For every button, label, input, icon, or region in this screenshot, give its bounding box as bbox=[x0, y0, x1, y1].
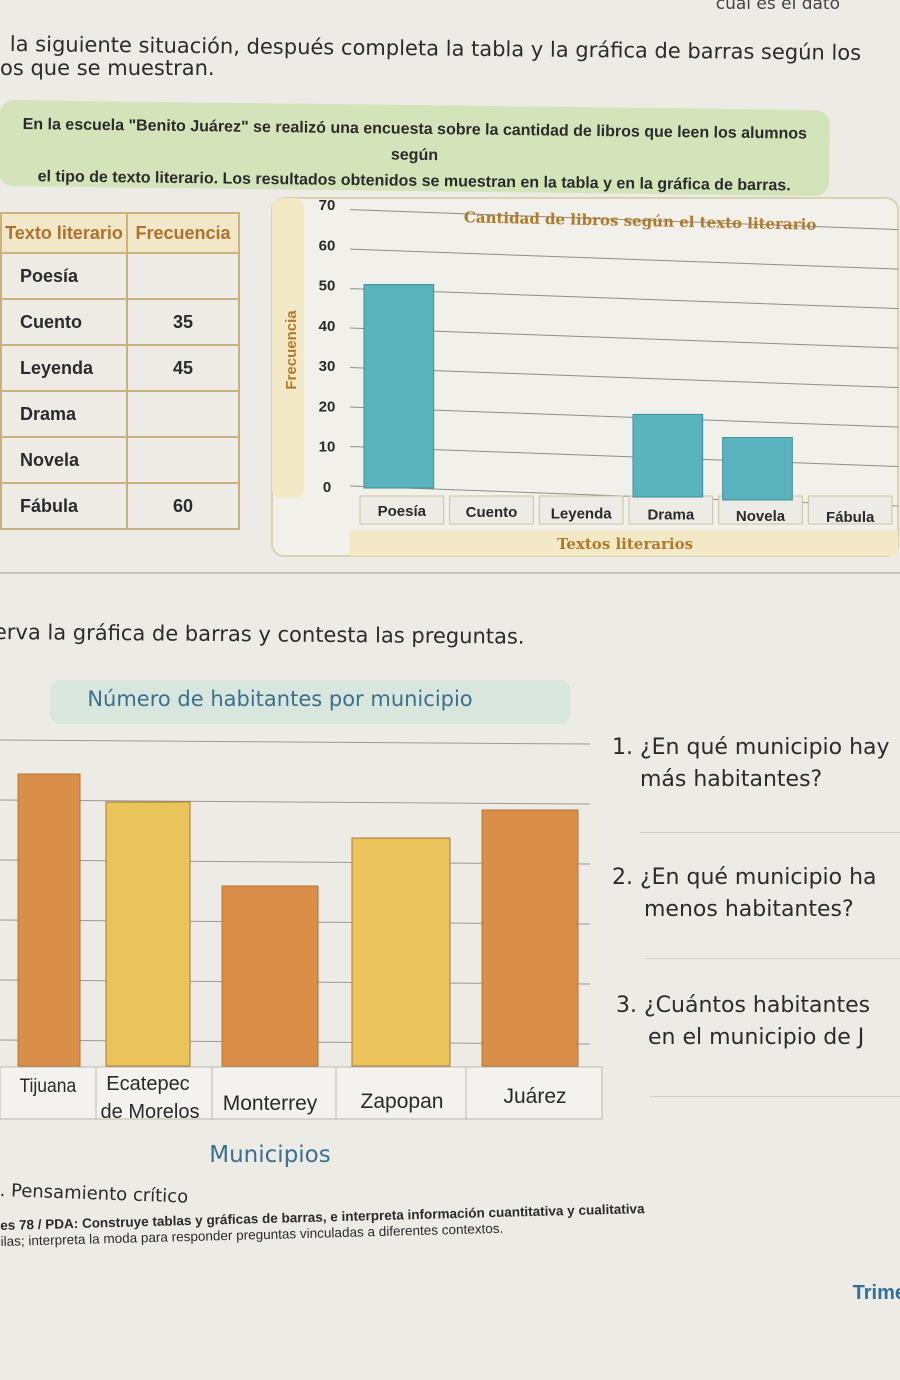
chart1-ytick-label: 0 bbox=[323, 479, 331, 496]
chart1-ytick-label: 10 bbox=[319, 439, 336, 456]
question-1-line-1: 1. ¿En qué municipio hay bbox=[612, 735, 890, 760]
chart2-title: Número de habitantes por municipio bbox=[87, 687, 472, 711]
chart1-ytick-label: 30 bbox=[319, 358, 336, 375]
chart2-category-label: Zapopan bbox=[361, 1090, 444, 1113]
table-cell-value[interactable] bbox=[126, 436, 240, 484]
table-row: Fábula 60 bbox=[0, 482, 240, 530]
chart1-ylabel-band bbox=[272, 198, 304, 498]
frequency-table: Texto literario Frecuencia Poesía Cuento… bbox=[0, 212, 240, 530]
table-cell-value[interactable]: 45 bbox=[126, 344, 240, 392]
table-cell-label: Poesía bbox=[0, 252, 128, 300]
answer-line-2[interactable] bbox=[645, 958, 900, 959]
chart2-category-cell bbox=[211, 1066, 337, 1120]
chart2-category-label-part: Ecatepec bbox=[106, 1073, 189, 1095]
pensamiento-critico: . Pensamiento crítico bbox=[0, 1180, 189, 1208]
chart2-bar bbox=[221, 885, 319, 1067]
situation-line-1: En la escuela "Benito Juárez" se realizó… bbox=[22, 116, 808, 165]
question-3-line-2: en el municipio de J bbox=[648, 1025, 865, 1050]
question-1-line-2: más habitantes? bbox=[640, 767, 823, 792]
chart1-ytick-label: 60 bbox=[319, 237, 336, 254]
chart2-category-cell bbox=[465, 1066, 603, 1120]
table-cell-label: Leyenda bbox=[0, 344, 128, 392]
table-cell-value[interactable]: 60 bbox=[126, 482, 240, 530]
chart1-gridline bbox=[349, 288, 899, 310]
chart1-gridline bbox=[349, 446, 899, 468]
chart1-xlabel-band bbox=[350, 530, 898, 556]
chart2-category-cell bbox=[335, 1066, 467, 1120]
table-cell-label: Cuento bbox=[0, 298, 128, 346]
chart1-category-label: Leyenda bbox=[551, 505, 613, 522]
chart1-category-cell bbox=[359, 495, 445, 525]
chart2-bar bbox=[17, 773, 81, 1067]
table-cell-label: Novela bbox=[0, 436, 128, 484]
chart1-y-axis-label: Frecuencia bbox=[283, 310, 300, 390]
question-2-line-1: 2. ¿En qué municipio ha bbox=[612, 865, 877, 890]
chart1-gridline bbox=[349, 327, 899, 349]
population-bar-chart: Número de habitantes por municipio Tijuan… bbox=[0, 687, 603, 1168]
table-row: Cuento 35 bbox=[0, 298, 240, 346]
table-cell-label: Drama bbox=[0, 390, 128, 438]
answer-line-1[interactable] bbox=[640, 832, 900, 833]
trimestre-label: Trime bbox=[852, 1282, 900, 1304]
chart1-category-label: Cuento bbox=[466, 504, 518, 521]
table-cell-value[interactable] bbox=[126, 390, 240, 438]
section-divider bbox=[0, 572, 900, 574]
chart1-category-cell bbox=[538, 495, 624, 525]
chart1-category-cell bbox=[718, 495, 803, 525]
chart1-gridline bbox=[349, 367, 899, 389]
table-row: Drama bbox=[0, 390, 240, 438]
chart1-ytick-label: 70 bbox=[319, 197, 336, 214]
question-3: 3. ¿Cuántos habitantes en el municipio d… bbox=[616, 990, 870, 1054]
table-cell-label: Fábula bbox=[0, 482, 128, 530]
instruction-line-2: os que se muestran. bbox=[0, 56, 215, 80]
chart1-gridline bbox=[349, 406, 899, 428]
question-2-line-2: menos habitantes? bbox=[644, 897, 854, 922]
chart1-gridline bbox=[349, 248, 899, 270]
chart2-bar bbox=[105, 801, 191, 1067]
chart2-x-axis-label: Municipios bbox=[209, 1142, 330, 1168]
chart1-category-label: Drama bbox=[647, 507, 694, 524]
chart1-category-cell bbox=[628, 495, 714, 525]
table-cell-value[interactable]: 35 bbox=[126, 298, 240, 346]
chart2-category-label: Monterrey bbox=[223, 1092, 318, 1115]
question-2: 2. ¿En qué municipio ha menos habitantes… bbox=[612, 862, 877, 926]
chart2-category-label: Juárez bbox=[503, 1085, 566, 1108]
chart1-category-label: Poesía bbox=[378, 503, 427, 520]
question-3-line-1: 3. ¿Cuántos habitantes bbox=[616, 993, 871, 1018]
chart1-ytick-label: 40 bbox=[319, 318, 336, 335]
table-cell-value[interactable] bbox=[126, 252, 240, 300]
answer-line-3[interactable] bbox=[650, 1096, 900, 1097]
chart1-bar bbox=[363, 284, 435, 489]
table-row: Poesía bbox=[0, 252, 240, 300]
chart2-title-bg bbox=[50, 680, 570, 724]
chart2-gridline bbox=[0, 799, 591, 805]
table-header-texto: Texto literario bbox=[0, 212, 128, 254]
chart1-category-label: Fábula bbox=[826, 509, 875, 526]
chart1-category-label: Novela bbox=[736, 508, 786, 525]
chart1-gridline bbox=[349, 485, 899, 507]
chart2-category-label: Tijuana bbox=[20, 1074, 77, 1096]
chart1-category-cell bbox=[807, 495, 893, 525]
instruction-2: erva la gráfica de barras y contesta las… bbox=[0, 620, 525, 649]
chart2-bar bbox=[351, 837, 451, 1067]
chart2-gridline bbox=[0, 739, 591, 745]
chart1-ytick-label: 20 bbox=[319, 398, 336, 415]
chart1-bar bbox=[722, 437, 793, 501]
chart2-category-cell bbox=[0, 1066, 97, 1120]
chart1-gridline bbox=[349, 209, 899, 231]
chart1-x-axis-label: Textos literarios bbox=[557, 535, 693, 553]
chart2-bar bbox=[481, 809, 579, 1067]
table-row: Novela bbox=[0, 436, 240, 484]
table-header-frecuencia: Frecuencia bbox=[126, 212, 240, 254]
table-row: Leyenda 45 bbox=[0, 344, 240, 392]
question-1: 1. ¿En qué municipio hay más habitantes? bbox=[612, 732, 890, 796]
chart1-ytick-label: 50 bbox=[319, 278, 336, 295]
chart1-category-cell bbox=[449, 495, 534, 525]
chart2-category-label-part: de Morelos bbox=[101, 1101, 200, 1123]
chart1-bar bbox=[632, 413, 704, 498]
situation-text: En la escuela "Benito Juárez" se realizó… bbox=[19, 112, 810, 200]
top-right-text: cuál es el dato bbox=[715, 0, 840, 14]
